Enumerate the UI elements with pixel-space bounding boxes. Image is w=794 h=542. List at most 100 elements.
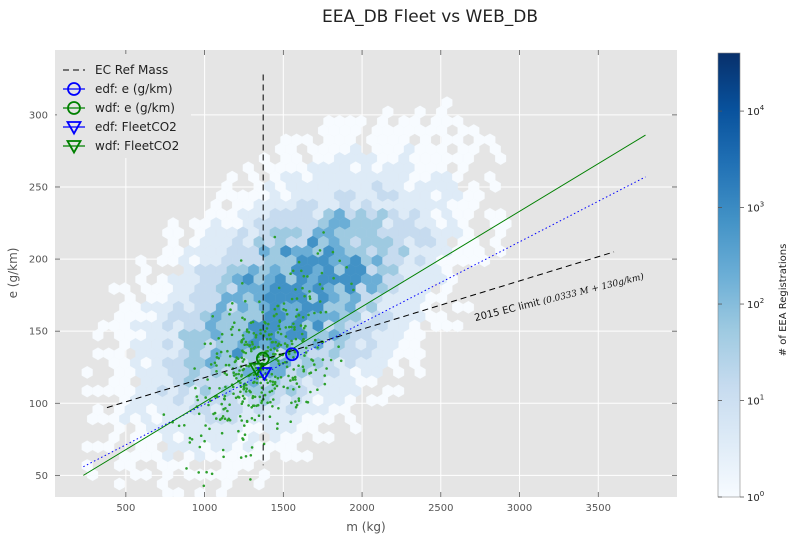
green-point: [297, 397, 301, 400]
green-point: [240, 373, 244, 377]
green-point: [291, 269, 295, 273]
green-point: [294, 405, 298, 409]
green-point: [329, 358, 333, 362]
green-point: [273, 307, 277, 311]
green-point: [228, 355, 232, 358]
green-point: [209, 342, 212, 345]
green-point: [220, 431, 224, 435]
green-point: [217, 337, 220, 340]
green-point: [268, 415, 272, 419]
hexbin-cell: [323, 431, 335, 444]
green-point: [255, 404, 258, 408]
green-point: [292, 388, 295, 391]
green-point: [238, 415, 242, 418]
green-point: [289, 379, 292, 382]
green-point: [295, 308, 299, 312]
trend-line: [106, 251, 615, 409]
green-point: [202, 484, 206, 488]
green-point: [242, 337, 245, 341]
hexbin-cell: [323, 412, 335, 426]
green-point: [241, 368, 245, 372]
green-point: [300, 332, 304, 336]
green-point: [300, 269, 303, 273]
green-point: [241, 334, 245, 337]
green-point: [287, 374, 290, 378]
green-point: [263, 320, 266, 324]
green-point: [332, 276, 335, 280]
green-point: [295, 382, 299, 385]
colorbar-tick-exponent: 2: [760, 297, 764, 305]
green-point: [216, 395, 219, 399]
green-point: [231, 385, 235, 389]
green-point: [215, 352, 219, 355]
green-point: [223, 394, 227, 398]
green-point: [232, 374, 236, 377]
green-point: [301, 286, 304, 290]
green-point: [299, 324, 303, 327]
hexbin-cell: [350, 421, 362, 435]
green-point: [248, 389, 251, 393]
green-point: [232, 392, 235, 396]
green-point: [265, 337, 269, 341]
green-point: [266, 401, 269, 405]
green-point: [231, 325, 234, 329]
green-point: [269, 379, 272, 383]
green-point: [240, 419, 243, 422]
green-point: [311, 359, 315, 362]
green-point: [255, 381, 259, 385]
green-point: [276, 427, 279, 430]
green-point: [218, 387, 221, 390]
green-point: [278, 327, 282, 331]
legend-marker-triangle: [65, 140, 83, 155]
green-point: [320, 271, 324, 275]
green-point: [245, 330, 249, 333]
green-point: [269, 337, 272, 341]
colorbar-tick-label: 103: [747, 201, 764, 215]
hexbin-cell: [301, 449, 313, 463]
green-point: [322, 231, 325, 234]
green-point: [213, 361, 217, 365]
green-point: [316, 388, 319, 392]
legend-label: wdf: FleetCO2: [95, 139, 179, 153]
green-point: [240, 340, 243, 344]
green-point: [220, 402, 223, 406]
x-tick-label: 1500: [271, 503, 296, 514]
hexbin-cell: [393, 366, 405, 379]
green-point: [240, 402, 244, 406]
green-point: [232, 371, 235, 375]
y-axis-label: e (g/km): [6, 248, 20, 299]
green-point: [297, 260, 301, 264]
legend-entry: EC Ref Mass: [63, 63, 168, 77]
legend-entry: edf: FleetCO2: [63, 120, 177, 136]
green-point: [305, 400, 308, 404]
y-tick-label: 250: [29, 182, 48, 193]
green-point: [273, 235, 277, 239]
green-point: [245, 420, 249, 424]
green-point: [244, 390, 248, 393]
green-point: [302, 369, 306, 373]
green-point: [308, 290, 311, 293]
green-point: [244, 340, 248, 344]
hexbin-cell: [436, 291, 448, 305]
legend-label: edf: e (g/km): [95, 82, 173, 96]
hexbin-cell: [489, 180, 501, 193]
green-point: [290, 325, 293, 329]
green-point: [203, 342, 207, 346]
hexbin-cell: [113, 477, 125, 491]
green-point: [318, 249, 322, 252]
green-point: [249, 454, 253, 457]
hexbin-cell: [81, 366, 93, 379]
hexbin-cell: [495, 245, 507, 258]
green-point: [244, 299, 247, 303]
green-point: [223, 417, 227, 421]
green-point: [211, 315, 214, 318]
green-point: [285, 345, 289, 348]
green-point: [209, 399, 212, 403]
green-point: [293, 350, 297, 354]
green-point: [272, 314, 276, 318]
green-point: [197, 412, 201, 416]
green-point: [241, 360, 245, 363]
green-point: [316, 252, 320, 255]
green-point: [250, 446, 254, 449]
green-point: [198, 445, 202, 449]
